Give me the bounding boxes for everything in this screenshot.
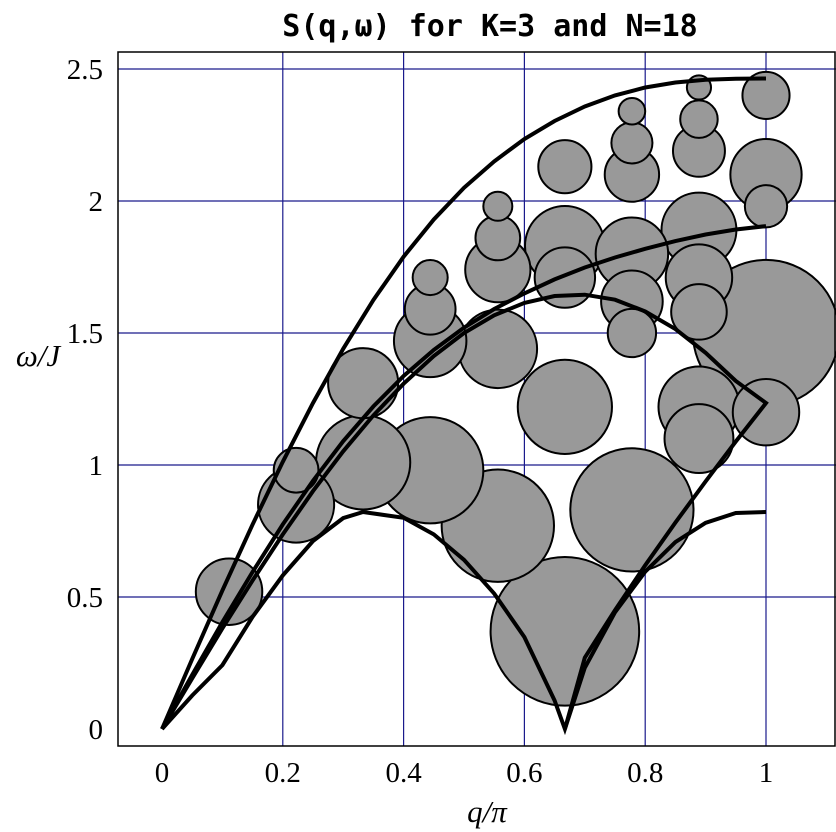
x-tick-label-1: 0.2 [265, 757, 301, 789]
bubble-layer [194, 70, 836, 707]
x-tick-label-2: 0.4 [385, 757, 422, 789]
y-tick-label-5: 2.5 [67, 54, 103, 86]
bubble-point-9 [457, 308, 539, 390]
bubble-point-22 [533, 246, 597, 309]
x-tick-label-5: 1 [759, 757, 774, 789]
x-tick-label-0: 0 [155, 757, 170, 789]
bubble-point-37 [617, 96, 647, 126]
x-tick-labels: 0 0.2 0.4 0.6 0.8 1 [155, 757, 774, 789]
curve-3 [160, 509, 767, 736]
bubble-point-2 [569, 447, 695, 573]
y-tick-label-4: 2 [89, 186, 104, 218]
x-tick-label-3: 0.6 [506, 757, 542, 789]
y-tick-label-3: 1.5 [67, 318, 103, 350]
bubble-point-25 [537, 139, 593, 195]
bubble-point-31 [474, 214, 522, 262]
bubble-point-34 [679, 99, 719, 139]
y-axis-label: ω/J [16, 338, 62, 373]
y-tick-label-0: 0 [89, 714, 104, 746]
y-tick-label-1: 0.5 [67, 582, 103, 614]
curve-layer [160, 76, 769, 736]
bubble-point-6 [516, 358, 613, 456]
bubble-point-33 [610, 121, 654, 165]
bubble-point-35 [411, 259, 449, 297]
curve-2 [160, 76, 767, 730]
x-axis-label: q/π [467, 794, 508, 829]
y-tick-label-2: 1 [89, 450, 104, 482]
bubble-point-28 [606, 307, 658, 359]
curve-0 [160, 292, 769, 731]
bubble-point-32 [743, 184, 789, 229]
bubble-point-36 [482, 190, 514, 222]
plot-frame [117, 51, 836, 747]
chart-title: S(q,ω) for K=3 and N=18 [282, 9, 697, 44]
bubble-point-0 [489, 556, 641, 707]
y-tick-labels: 0 0.5 1 1.5 2 2.5 [67, 54, 103, 746]
curve-1 [160, 224, 767, 730]
bubble-point-29 [741, 70, 791, 120]
bubble-point-16 [663, 403, 735, 475]
bubble-point-23 [670, 283, 728, 341]
bubble-point-19 [731, 377, 801, 447]
x-tick-label-4: 0.8 [627, 757, 663, 789]
